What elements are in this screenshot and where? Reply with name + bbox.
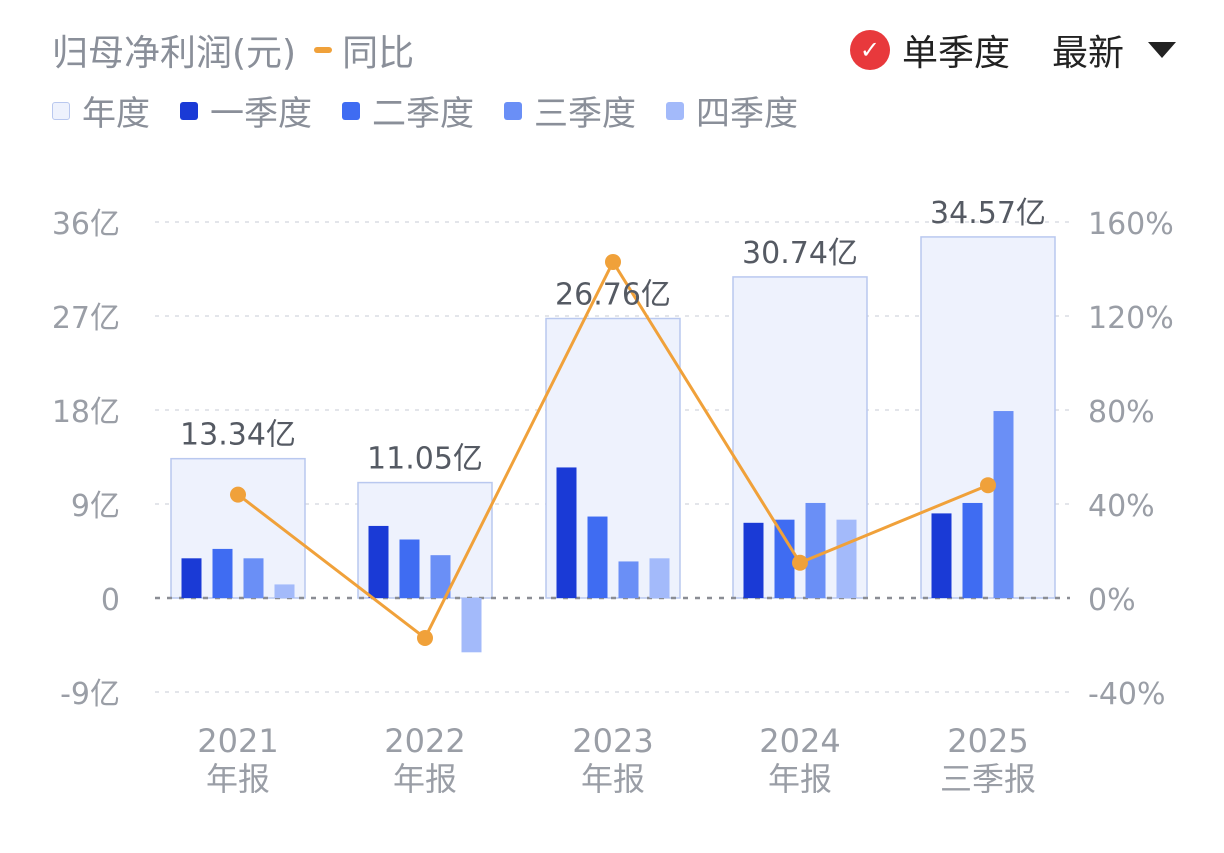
legend-item-q3[interactable]: 三季度 xyxy=(504,86,636,135)
y-right-tick-label: 120% xyxy=(1088,301,1174,336)
legend-label-q2: 二季度 xyxy=(372,94,474,134)
y-left-tick-label: 9亿 xyxy=(71,489,120,524)
yoy-point[interactable] xyxy=(792,554,808,571)
quarter-bar[interactable] xyxy=(931,513,952,598)
legend-label-q4: 四季度 xyxy=(696,94,798,134)
yoy-point[interactable] xyxy=(417,629,433,646)
quarter-bar[interactable] xyxy=(368,525,389,598)
legend-swatch-q2 xyxy=(342,101,360,120)
y-left-tick-label: 27亿 xyxy=(52,301,120,336)
quarter-bar[interactable] xyxy=(836,519,857,598)
x-tick-period: 年报 xyxy=(768,760,832,798)
x-tick-year: 2023 xyxy=(572,722,653,760)
legend-item-annual[interactable]: 年度 xyxy=(52,86,150,135)
period-dropdown-label: 最新 xyxy=(1051,33,1124,74)
legend-label-q1: 一季度 xyxy=(210,94,312,134)
y-right-tick-label: 0% xyxy=(1088,583,1136,618)
dash-icon xyxy=(314,47,333,53)
legend-item-q2[interactable]: 二季度 xyxy=(342,86,474,135)
quarter-bar[interactable] xyxy=(243,558,264,598)
quarter-bar[interactable] xyxy=(274,584,295,598)
y-left-tick-label: 0 xyxy=(101,583,120,618)
legend-swatch-q1 xyxy=(180,101,198,120)
legend-item-q1[interactable]: 一季度 xyxy=(180,86,312,135)
quarter-bar[interactable] xyxy=(618,561,639,598)
quarter-bar[interactable] xyxy=(587,516,608,598)
y-right-tick-label: 80% xyxy=(1088,395,1155,430)
x-tick-year: 2021 xyxy=(197,722,278,760)
x-tick-period: 年报 xyxy=(581,760,645,798)
x-tick-year: 2025 xyxy=(947,722,1028,760)
legend-swatch-q4 xyxy=(666,101,684,120)
legend-swatch-q3 xyxy=(504,101,522,120)
annual-bar-label: 30.74亿 xyxy=(742,236,858,271)
y-left-tick-label: 36亿 xyxy=(52,207,120,242)
single-quarter-label: 单季度 xyxy=(901,33,1010,74)
y-left-tick-label: -9亿 xyxy=(60,677,120,712)
quarter-bar[interactable] xyxy=(993,411,1014,598)
caret-down-icon xyxy=(1148,42,1176,58)
quarter-bar[interactable] xyxy=(556,467,577,598)
y-right-tick-label: -40% xyxy=(1088,677,1166,712)
x-tick-period: 年报 xyxy=(206,760,270,798)
annual-bar-label: 11.05亿 xyxy=(367,442,483,477)
x-tick-period: 年报 xyxy=(393,760,457,798)
quarter-bar[interactable] xyxy=(649,558,670,598)
check-icon: ✓ xyxy=(849,30,890,70)
x-tick-year: 2022 xyxy=(384,722,465,760)
legend-label-annual: 年度 xyxy=(82,94,150,134)
period-dropdown[interactable]: 最新 xyxy=(1052,24,1176,76)
x-tick-year: 2024 xyxy=(759,722,840,760)
y-left-tick-label: 18亿 xyxy=(52,395,120,430)
quarter-bar[interactable] xyxy=(774,519,795,598)
annual-bar-label: 13.34亿 xyxy=(180,418,296,453)
yoy-point[interactable] xyxy=(605,253,621,270)
y-right-tick-label: 160% xyxy=(1088,207,1174,242)
quarter-bar[interactable] xyxy=(212,548,233,598)
quarter-bar[interactable] xyxy=(805,502,826,598)
yoy-point[interactable] xyxy=(980,477,996,494)
legend-item-q4[interactable]: 四季度 xyxy=(666,86,798,135)
quarter-bar[interactable] xyxy=(461,598,482,653)
quarter-bar[interactable] xyxy=(399,539,420,598)
annual-bar-label: 26.76亿 xyxy=(555,278,671,313)
yoy-legend-label: 同比 xyxy=(342,33,415,74)
yoy-point[interactable] xyxy=(230,486,246,503)
chart-header: 归母净利润(元) 同比 xyxy=(52,24,414,76)
x-tick-period: 三季报 xyxy=(940,760,1036,798)
legend-swatch-annual xyxy=(52,101,70,120)
quarter-bar[interactable] xyxy=(962,502,983,598)
yoy-legend: 同比 xyxy=(314,24,414,76)
chart-controls: ✓ 单季度 最新 xyxy=(849,24,1176,76)
annual-bar-label: 34.57亿 xyxy=(930,196,1046,231)
quarter-bar[interactable] xyxy=(743,522,764,598)
series-legend: 年度 一季度 二季度 三季度 四季度 xyxy=(52,86,798,135)
chart-title: 归母净利润(元) xyxy=(52,33,297,74)
single-quarter-toggle[interactable]: ✓ 单季度 xyxy=(849,24,1010,76)
legend-label-q3: 三季度 xyxy=(534,94,636,134)
quarter-bar[interactable] xyxy=(430,555,451,598)
quarter-bar[interactable] xyxy=(181,558,202,598)
y-right-tick-label: 40% xyxy=(1088,489,1155,524)
